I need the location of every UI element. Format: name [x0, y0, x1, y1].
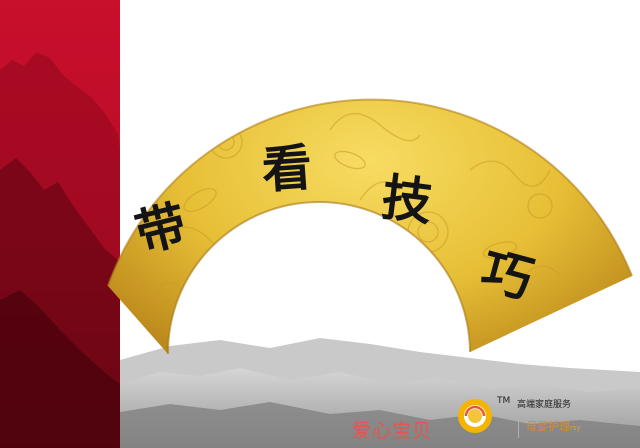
service-label: 高端家庭服务: [517, 400, 572, 410]
fan-title-char-3: 技: [378, 167, 436, 232]
trademark-mark: TM: [497, 396, 511, 406]
golden-fan: [108, 99, 632, 354]
fan-title-char-2: 看: [259, 137, 314, 200]
slogan-suffix: rsy: [570, 424, 581, 432]
ink-mountains-near: [120, 402, 640, 448]
brand-name: 爱心宝贝: [352, 420, 433, 442]
sun-ring-logo-icon: [458, 399, 492, 433]
slogan-text: 母婴护理: [526, 420, 570, 433]
logo-divider: [518, 414, 519, 438]
slogan: 母婴护理rsy: [526, 418, 581, 434]
